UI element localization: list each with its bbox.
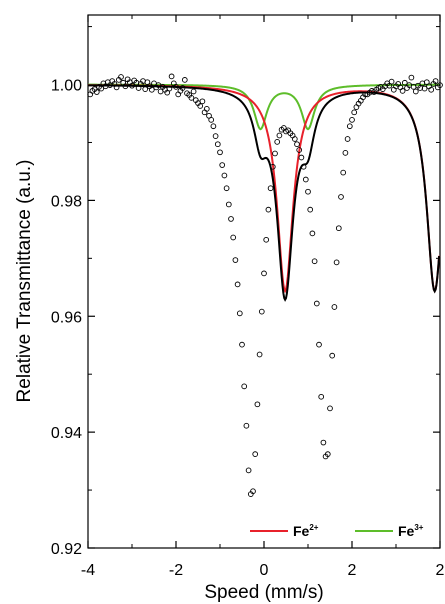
data-point: [314, 301, 319, 306]
data-point: [226, 202, 231, 207]
data-point: [275, 139, 280, 144]
data-point: [200, 99, 205, 104]
axis-tick-labels: -4 -2 0 2 2 0.92 0.94 0.96 0.98 1.00: [51, 78, 445, 579]
x-tick-label: -4: [81, 562, 95, 579]
data-point: [224, 186, 229, 191]
data-points: [88, 74, 443, 497]
data-point: [229, 217, 234, 222]
y-tick-label: 0.94: [51, 425, 82, 442]
data-point: [334, 260, 339, 265]
data-point: [218, 150, 223, 155]
data-point: [319, 394, 324, 399]
data-point: [413, 89, 418, 94]
data-point: [237, 311, 242, 316]
legend-label: Fe2+: [293, 523, 319, 539]
data-point: [262, 271, 267, 276]
data-point: [317, 342, 322, 347]
data-point: [268, 186, 273, 191]
data-point: [182, 77, 187, 82]
y-axis-label: Relative Transmittance (a.u.): [14, 160, 35, 403]
data-point: [306, 189, 311, 194]
data-point: [211, 124, 216, 129]
data-point: [303, 177, 308, 182]
data-point: [332, 305, 337, 310]
data-point: [235, 282, 240, 287]
data-point: [244, 423, 249, 428]
legend: Fe2+ Fe3+: [250, 523, 424, 539]
data-point: [191, 89, 196, 94]
data-point: [330, 353, 335, 358]
y-tick-label: 0.92: [51, 541, 82, 558]
data-point: [339, 195, 344, 200]
x-tick-label: -2: [169, 562, 183, 579]
series-layer: [88, 85, 439, 300]
data-point: [213, 134, 218, 139]
data-point: [255, 402, 260, 407]
series-fe2-line: [88, 85, 439, 291]
data-point: [299, 155, 304, 160]
data-point: [273, 151, 278, 156]
y-tick-label: 0.96: [51, 309, 82, 326]
data-point: [321, 440, 326, 445]
data-point: [242, 384, 247, 389]
data-point: [336, 226, 341, 231]
data-point: [308, 207, 313, 212]
data-point: [257, 352, 262, 357]
data-point: [341, 170, 346, 175]
x-tick-label: 0: [260, 562, 269, 579]
data-point: [310, 231, 315, 236]
data-point: [277, 133, 282, 138]
data-point: [215, 142, 220, 147]
data-point: [253, 452, 258, 457]
data-point: [328, 406, 333, 411]
data-point: [259, 309, 264, 314]
data-point: [220, 163, 225, 168]
data-point: [389, 79, 394, 84]
data-point: [266, 207, 271, 212]
data-point: [222, 173, 227, 178]
data-point: [295, 142, 300, 147]
x-tick-label: 2: [348, 562, 357, 579]
data-point: [352, 110, 357, 115]
legend-label: Fe3+: [398, 523, 424, 539]
data-point: [312, 259, 317, 264]
x-tick-label: 2: [436, 562, 445, 579]
data-point: [409, 75, 414, 80]
data-point: [240, 342, 245, 347]
data-point: [347, 124, 352, 129]
data-point: [169, 74, 174, 79]
data-point: [345, 137, 350, 142]
data-point: [343, 150, 348, 155]
y-tick-label: 0.98: [51, 193, 82, 210]
y-tick-label: 1.00: [51, 78, 82, 95]
data-point: [350, 117, 355, 122]
x-axis-label: Speed (mm/s): [204, 582, 323, 603]
data-point: [143, 87, 148, 92]
data-point: [264, 237, 269, 242]
data-point: [231, 235, 236, 240]
data-point: [246, 468, 251, 473]
data-point: [209, 117, 214, 122]
data-point: [233, 258, 238, 263]
